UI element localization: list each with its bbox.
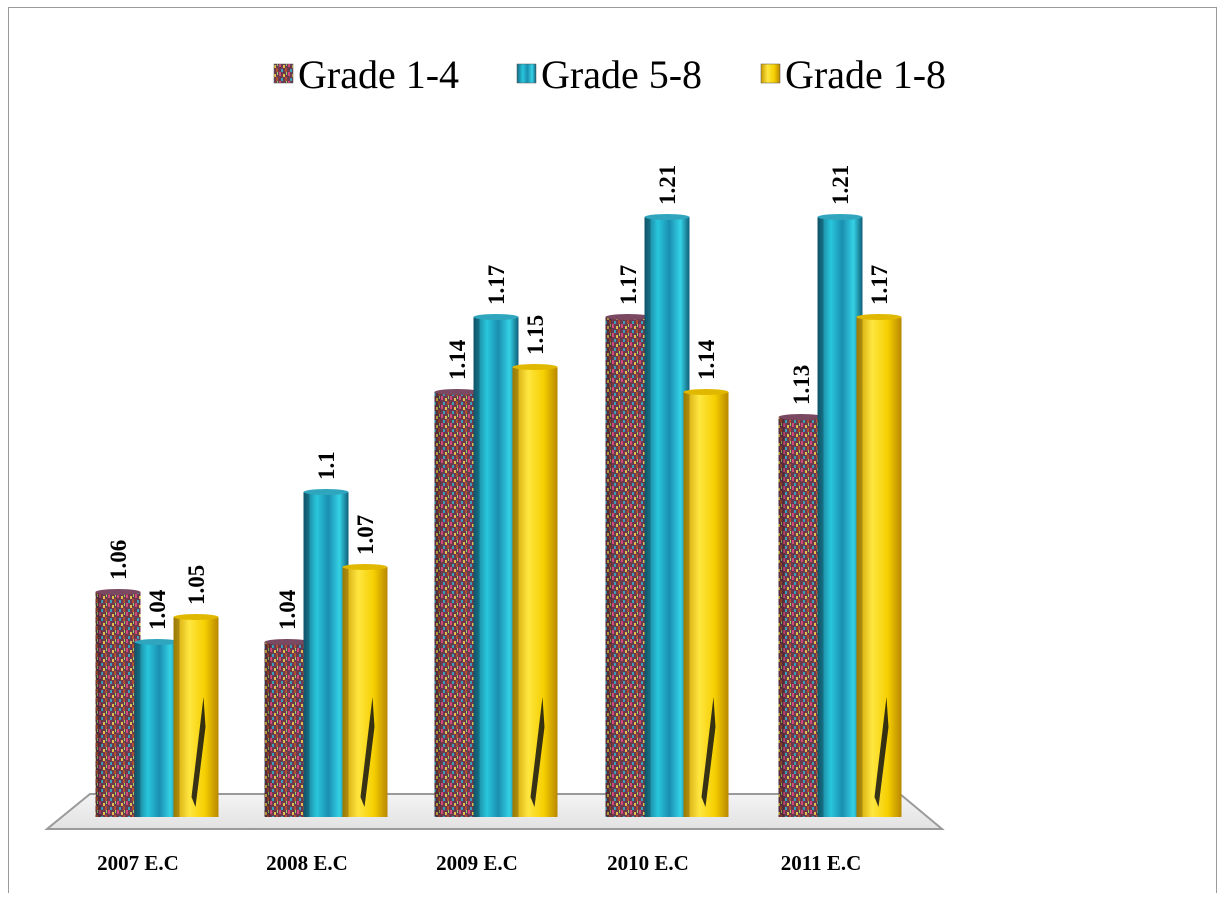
bar-glare — [874, 697, 889, 807]
bar-shade — [95, 592, 102, 817]
data-label: 1.14 — [694, 339, 719, 380]
bar — [683, 392, 729, 817]
bar-cap — [342, 564, 388, 570]
legend-swatch — [760, 63, 781, 84]
bar-shade — [173, 617, 180, 817]
bar — [473, 317, 519, 817]
chart-bars: 1.06 1.04 1.05 1.04 1.1 1.07 1.14 1.17 1.15 1.17 1… — [95, 165, 902, 817]
legend-label: Grade 1-8 — [785, 52, 946, 97]
category-label: 2008 E.C — [266, 851, 348, 875]
bar-shade — [605, 317, 612, 817]
legend-swatch — [273, 63, 294, 84]
bar-cap — [264, 639, 310, 645]
bar-cap — [434, 389, 480, 395]
bar-glare — [530, 697, 545, 807]
bar-glare — [701, 697, 716, 807]
bar — [134, 642, 180, 817]
bar-shade — [644, 217, 651, 817]
data-label: 1.14 — [445, 339, 470, 380]
bar-cap — [473, 314, 519, 320]
data-label: 1.07 — [353, 515, 378, 555]
bar-shade — [512, 367, 519, 817]
data-label: 1.21 — [655, 165, 680, 205]
chart-frame — [8, 7, 1217, 893]
bar-shade — [778, 417, 785, 817]
data-label: 1.06 — [106, 540, 131, 580]
bar-glare — [360, 697, 375, 807]
legend-label: Grade 1-4 — [298, 52, 459, 97]
bar — [95, 592, 141, 817]
bar-cap — [605, 314, 651, 320]
legend-swatch — [516, 63, 537, 84]
chart-legend: Grade 1-4 Grade 5-8 Grade 1-8 — [273, 52, 946, 97]
data-label: 1.04 — [145, 589, 170, 630]
category-label: 2009 E.C — [436, 851, 518, 875]
bar-shade — [473, 317, 480, 817]
data-label: 1.21 — [828, 165, 853, 205]
bar-shade — [683, 392, 690, 817]
bar-cap — [778, 414, 824, 420]
data-label: 1.04 — [275, 589, 300, 630]
bar — [264, 642, 310, 817]
legend-label: Grade 5-8 — [541, 52, 702, 97]
bar — [512, 367, 558, 817]
bar-cap — [134, 639, 180, 645]
bar-cap — [683, 389, 729, 395]
bar — [303, 492, 349, 817]
bar — [434, 392, 480, 817]
bar-cap — [817, 214, 863, 220]
bar-shade — [434, 392, 441, 817]
bar-cap — [856, 314, 902, 320]
bar-shade — [264, 642, 271, 817]
bar-shade — [134, 642, 141, 817]
bar-shade — [856, 317, 863, 817]
data-label: 1.1 — [314, 451, 339, 480]
category-label: 2010 E.C — [607, 851, 689, 875]
bar-cap — [95, 589, 141, 595]
data-label: 1.05 — [184, 565, 209, 605]
bar-shade — [342, 567, 349, 817]
category-axis: 2007 E.C 2008 E.C 2009 E.C 2010 E.C 2011 E.C — [97, 851, 861, 875]
bar — [856, 317, 902, 817]
category-label: 2011 E.C — [781, 851, 862, 875]
data-label: 1.17 — [616, 265, 641, 305]
bar-cap — [644, 214, 690, 220]
bar — [817, 217, 863, 817]
data-label: 1.13 — [789, 365, 814, 405]
category-label: 2007 E.C — [97, 851, 179, 875]
bar-shade — [817, 217, 824, 817]
bar-cap — [173, 614, 219, 620]
data-label: 1.15 — [523, 315, 548, 355]
bar — [605, 317, 651, 817]
data-label: 1.17 — [484, 265, 509, 305]
bar-glare — [191, 697, 206, 807]
bar-cap — [512, 364, 558, 370]
bar — [778, 417, 824, 817]
bar — [644, 217, 690, 817]
bar-shade — [303, 492, 310, 817]
bar-cap — [303, 489, 349, 495]
data-label: 1.17 — [867, 265, 892, 305]
